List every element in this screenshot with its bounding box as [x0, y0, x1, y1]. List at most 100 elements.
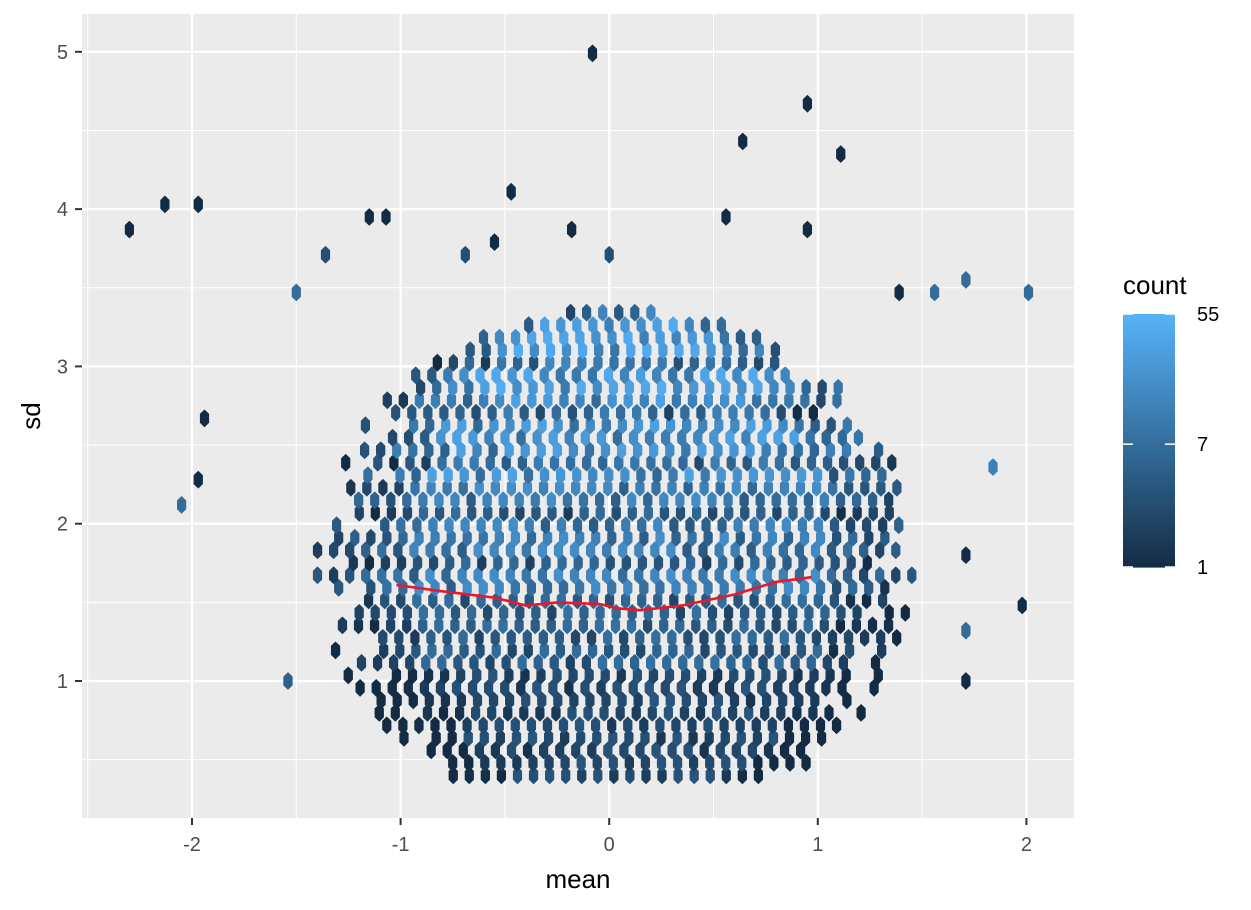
hexbin-cell: [512, 754, 522, 772]
hexbin-cell: [607, 578, 617, 597]
hexbin-cell: [382, 391, 392, 410]
hexbin-cell: [458, 478, 468, 497]
hexbin-cell: [522, 478, 533, 497]
hexbin-cell: [930, 283, 940, 302]
hexbin-cell: [522, 629, 532, 647]
hexbin-cell: [795, 478, 806, 497]
hexbin-cell: [751, 328, 762, 347]
hexbin-cell: [703, 716, 713, 735]
hexbin-cell: [440, 441, 450, 460]
legend-color-step: [1123, 436, 1175, 442]
hexbin-cell: [867, 616, 878, 635]
hexbin-cell: [457, 566, 467, 585]
legend-color-step: [1123, 314, 1175, 319]
hexbin-cell: [346, 478, 356, 497]
hexbin-cell: [803, 616, 813, 635]
legend-color-step: [1123, 486, 1175, 492]
hexbin-cell: [651, 741, 661, 760]
legend-color-step: [1123, 360, 1175, 366]
hexbin-cell: [619, 741, 629, 760]
hexbin-cell: [575, 578, 585, 597]
hexbin-cell: [700, 466, 710, 485]
hexbin-cell: [667, 629, 677, 647]
hexbin-cell: [625, 353, 635, 372]
hexbin-cell: [771, 491, 781, 510]
hexbin-cell: [719, 716, 729, 735]
hexbin-cell: [884, 491, 894, 510]
hexbin-cell: [673, 353, 683, 372]
hexbin-cell: [652, 316, 662, 334]
hexbin-cell: [813, 466, 823, 485]
hexbin-cell: [596, 428, 606, 447]
hexbin-cell: [671, 391, 681, 410]
hexbin-cell: [608, 754, 618, 772]
hexbin-cell: [796, 641, 806, 660]
hexbin-cell: [418, 503, 429, 522]
hexbin-cell: [772, 503, 782, 522]
hexbin-cell: [343, 666, 353, 685]
hexbin-cell: [859, 541, 869, 560]
hexbin-cell: [467, 503, 477, 522]
hexbin-cell: [434, 604, 445, 622]
legend-color-step: [1123, 448, 1175, 454]
hexbin-cell: [361, 541, 371, 560]
hexbin-cell: [837, 428, 847, 447]
hexbin-cell: [808, 403, 818, 422]
hexbin-cell: [521, 566, 531, 585]
hexbin-cell: [555, 366, 565, 385]
hexbin-cell: [708, 679, 719, 697]
hexbin-cell: [892, 478, 902, 497]
hexbin-cell: [377, 566, 387, 585]
hexbin-cell: [812, 641, 822, 660]
hexbin-cell: [526, 578, 536, 597]
hexbin-cell: [768, 729, 779, 747]
hexbin-cell: [560, 378, 570, 397]
hexbin-cell: [549, 654, 559, 672]
hexbin-cell: [875, 566, 885, 585]
hexbin-cell: [409, 566, 419, 585]
hexbin-cell: [708, 503, 718, 522]
hexbin-cell: [414, 391, 424, 410]
hexbin-cell: [714, 541, 724, 560]
hexbin-cell: [714, 566, 724, 585]
hexbin-cell: [409, 541, 419, 560]
hexbin-cell: [740, 503, 750, 522]
hexbin-cell: [460, 245, 470, 264]
hexbin-cell: [512, 766, 523, 785]
hexbin-cell: [571, 641, 582, 660]
hexbin-cell: [703, 391, 714, 410]
hexbin-cell: [877, 466, 887, 485]
hexbin-cell: [682, 566, 692, 585]
hexbin-cell: [746, 541, 756, 560]
hexbin-cell: [589, 553, 599, 572]
hexbin-cell: [659, 491, 669, 510]
hexbin-cell: [504, 441, 514, 460]
hexbin-cell: [593, 353, 603, 372]
hexbin-cell: [495, 391, 505, 410]
legend-color-step: [1123, 440, 1175, 446]
hexbin-cell: [572, 316, 582, 334]
hexbin-cell: [793, 441, 803, 460]
hexbin-cell: [493, 553, 503, 572]
x-tick-label: 2: [1021, 834, 1032, 856]
hexbin-cell: [576, 729, 586, 747]
hexbin-cell: [446, 391, 457, 410]
hexbin-cell: [634, 541, 644, 560]
hexbin-cell: [644, 428, 655, 447]
legend-color-step: [1123, 347, 1175, 353]
hexbin-cell: [457, 541, 467, 560]
hexbin-cell: [505, 691, 515, 710]
hexbin-cell: [428, 516, 438, 535]
hexbin-cell: [445, 553, 455, 572]
hexbin-cell: [511, 391, 521, 410]
hexbin-cell: [408, 691, 418, 710]
hexbin-cell: [528, 766, 539, 785]
hexbin-cell: [607, 391, 617, 410]
hexbin-cell: [546, 491, 556, 510]
hexbin-cell: [426, 741, 436, 760]
hexbin-cell: [356, 654, 367, 672]
hexbin-cell: [418, 491, 428, 510]
hexbin-cell: [421, 654, 431, 672]
hexbin-cell: [754, 353, 764, 372]
hexbin-cell: [441, 541, 451, 560]
